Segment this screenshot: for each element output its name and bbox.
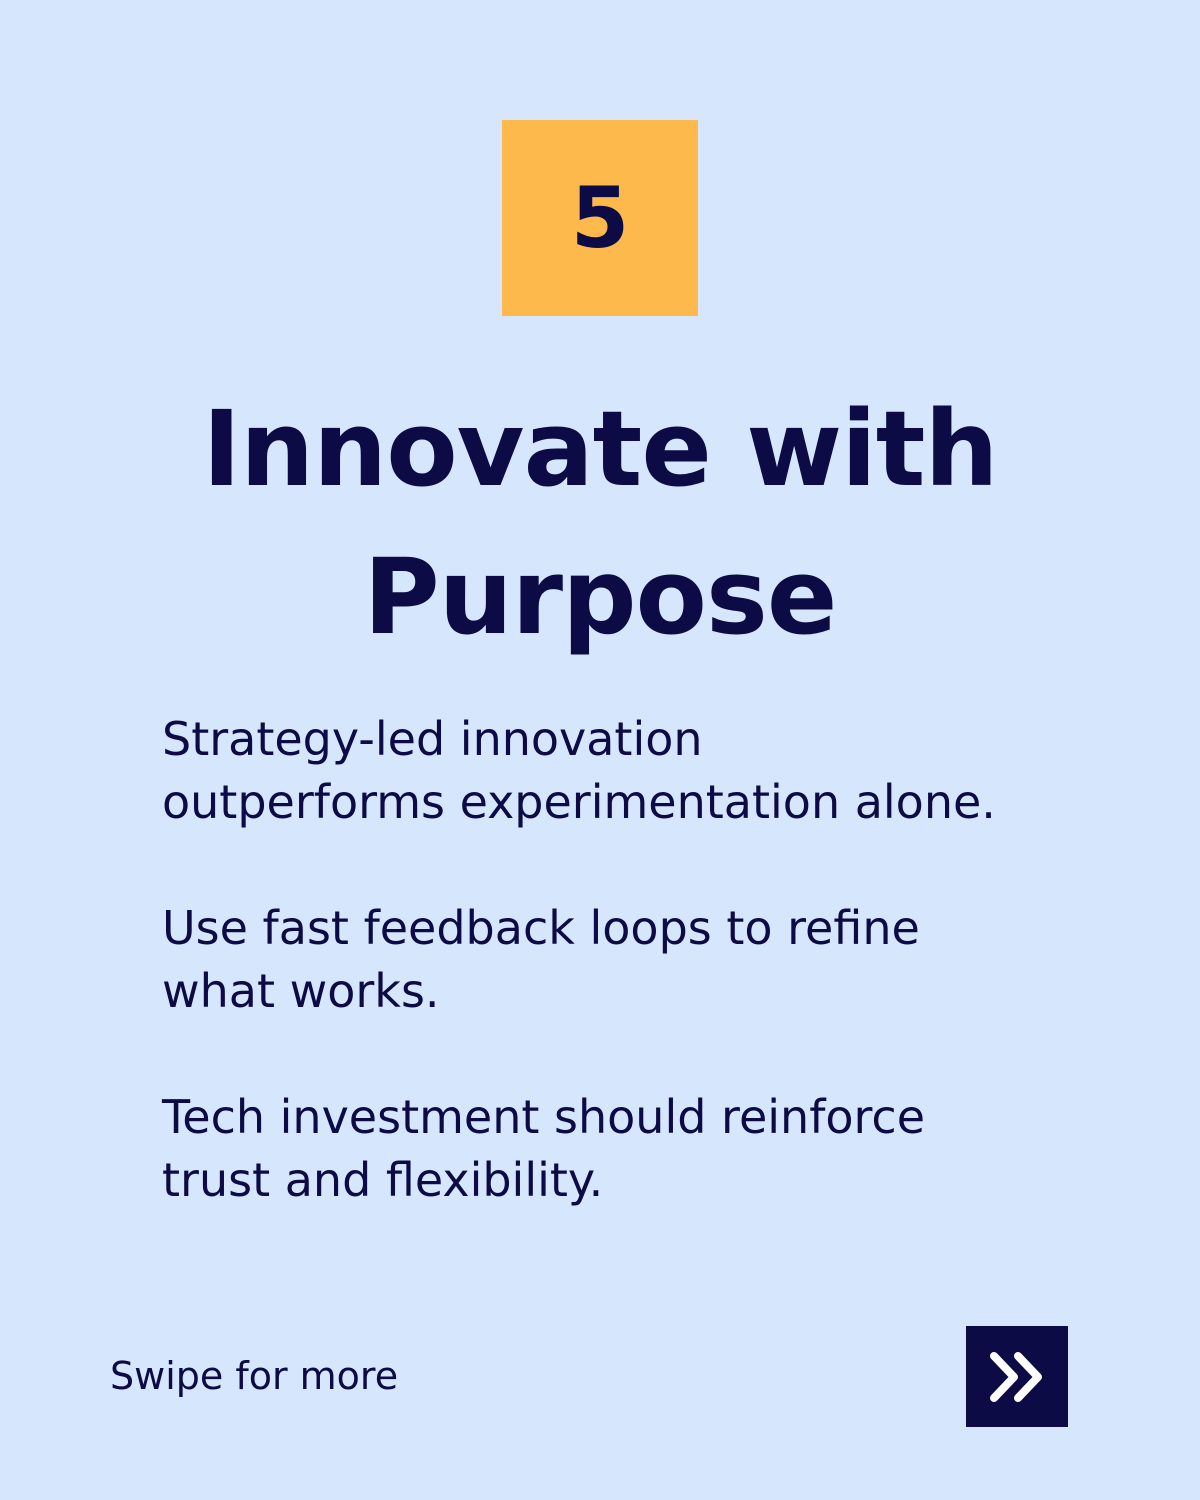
- paragraph-2-line-1: Use fast feedback loops to refine: [162, 901, 920, 955]
- paragraph-1-line-2: outperforms experimentation alone.: [162, 775, 996, 829]
- page-title: Innovate with Purpose: [60, 375, 1140, 671]
- paragraph-3-line-2: trust and flexibility.: [162, 1153, 604, 1207]
- number-badge: 5: [502, 120, 698, 316]
- slide-number: 5: [570, 169, 630, 267]
- next-slide-button[interactable]: [966, 1326, 1068, 1427]
- body-paragraph-3: Tech investment should reinforce trust a…: [162, 1086, 1122, 1212]
- title-line-2: Purpose: [363, 536, 838, 658]
- swipe-for-more-label: Swipe for more: [110, 1354, 399, 1398]
- body-paragraph-1: Strategy-led innovation outperforms expe…: [162, 708, 1122, 834]
- title-line-1: Innovate with: [202, 388, 998, 510]
- double-chevron-right-icon: [990, 1351, 1042, 1402]
- paragraph-3-line-1: Tech investment should reinforce: [162, 1090, 926, 1144]
- paragraph-2-line-2: what works.: [162, 964, 440, 1018]
- body-paragraph-2: Use fast feedback loops to refine what w…: [162, 897, 1122, 1023]
- paragraph-1-line-1: Strategy-led innovation: [162, 712, 703, 766]
